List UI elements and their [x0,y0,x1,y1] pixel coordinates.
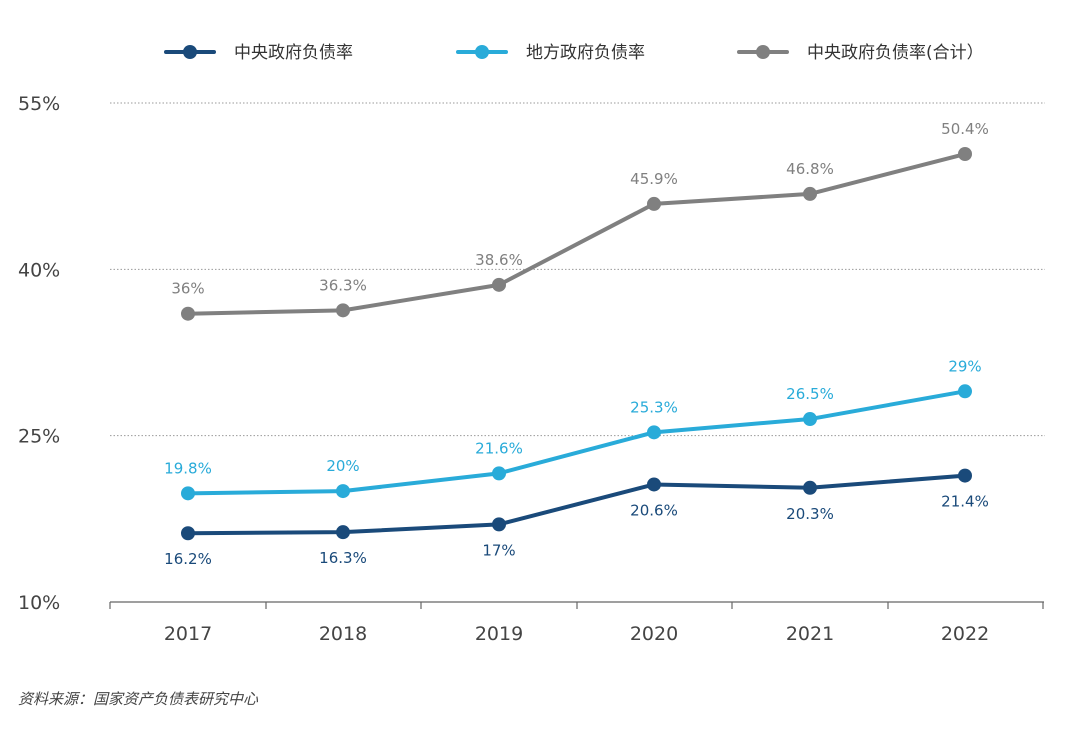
data-point [336,303,350,318]
data-label: 26.5% [786,385,834,403]
x-tick-label: 2022 [941,623,989,645]
x-tick-label: 2019 [475,623,523,645]
data-point [492,466,506,481]
data-label: 36% [171,280,204,298]
data-label: 36.3% [319,276,367,294]
legend-label: 中央政府负债率 [234,43,353,63]
series-line [186,389,967,496]
legend-swatch-marker [183,45,197,59]
data-label: 25.3% [630,398,678,416]
data-label: 21.6% [475,439,523,457]
data-point [803,480,817,495]
y-tick-label: 10% [18,592,60,614]
data-point [492,517,506,532]
y-tick-label: 55% [18,93,60,115]
data-label: 20.3% [786,505,834,523]
data-label: 38.6% [475,251,523,269]
legend-swatch-marker [475,45,489,59]
data-point [958,384,972,399]
legend-swatch-marker [756,45,770,59]
data-label: 20% [326,457,359,475]
y-tick-label: 25% [18,426,60,448]
data-label: 45.9% [630,170,678,188]
data-point [336,484,350,499]
data-point [181,526,195,541]
series-line [186,152,967,316]
series-line [186,473,967,536]
data-point [958,147,972,162]
data-label: 19.8% [164,459,212,477]
data-label: 16.2% [164,550,212,568]
data-label: 17% [482,541,515,559]
x-tick-label: 2021 [786,623,834,645]
x-tick-label: 2020 [630,623,678,645]
data-label: 29% [948,357,981,375]
x-tick-label: 2017 [164,623,212,645]
data-point [647,477,661,492]
data-point [492,277,506,292]
data-point [181,486,195,501]
data-label: 46.8% [786,160,834,178]
y-tick-label: 40% [18,259,60,281]
data-label: 16.3% [319,549,367,567]
data-point [803,186,817,201]
data-point [803,412,817,427]
data-point [958,468,972,483]
data-label: 50.4% [941,120,989,138]
data-point [647,196,661,211]
x-tick-label: 2018 [319,623,367,645]
legend-label: 地方政府负债率 [526,43,645,63]
data-point [647,425,661,440]
data-point [336,525,350,540]
data-label: 21.4% [941,493,989,511]
legend-label: 中央政府负债率(合计） [807,43,984,63]
data-point [181,306,195,321]
source-note: 资料来源：国家资产负债表研究中心 [18,690,259,708]
data-label: 20.6% [630,501,678,519]
